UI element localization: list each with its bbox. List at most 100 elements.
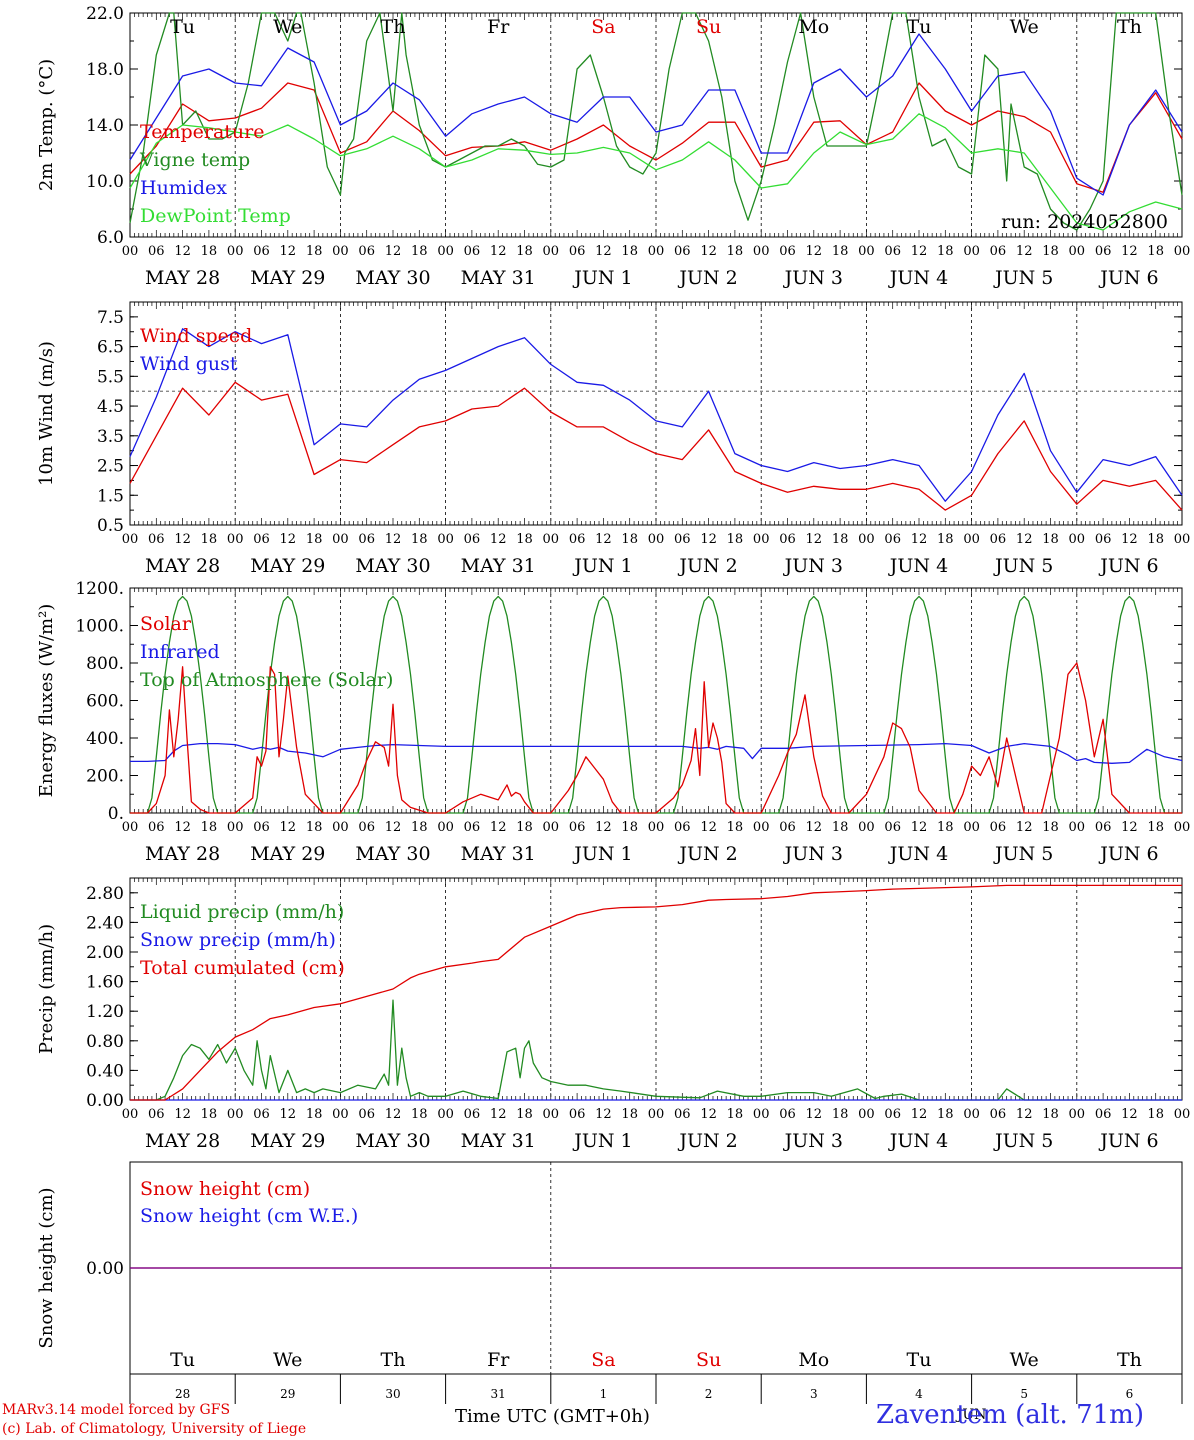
hour-label: 18 [832, 1107, 849, 1122]
hour-label: 12 [174, 244, 191, 259]
hour-label: 12 [1016, 532, 1033, 547]
x-axis-title: Time UTC (GMT+0h) [455, 1406, 650, 1427]
hour-label: 06 [779, 532, 796, 547]
day-number: 30 [385, 1387, 400, 1401]
hour-label: 00 [753, 1107, 770, 1122]
day-label: JUN 3 [783, 843, 843, 865]
hour-label: 00 [122, 820, 139, 835]
run-label: run: 2024052800 [1001, 211, 1168, 233]
hour-label: 12 [1016, 820, 1033, 835]
y-tick-label: 1200. [75, 579, 124, 599]
day-label: MAY 28 [145, 843, 220, 865]
series-line-solar [130, 662, 1182, 814]
hour-label: 06 [884, 1107, 901, 1122]
hour-label: 18 [201, 1107, 218, 1122]
day-number: 4 [915, 1387, 923, 1401]
panel-frame [129, 587, 1183, 814]
y-tick-label: 10.0 [86, 172, 124, 192]
hour-label: 18 [516, 532, 533, 547]
hour-label: 12 [595, 1107, 612, 1122]
hour-label: 00 [753, 820, 770, 835]
hour-label: 00 [963, 244, 980, 259]
day-label: JUN 5 [993, 555, 1053, 577]
y-tick-label: 2.00 [86, 943, 124, 963]
y-tick-label: 3.5 [97, 427, 124, 447]
hour-label: 12 [806, 244, 823, 259]
hour-label: 18 [727, 244, 744, 259]
hour-label: 06 [779, 244, 796, 259]
hour-label: 00 [648, 820, 665, 835]
hour-label: 06 [1095, 244, 1112, 259]
hour-label: 00 [648, 532, 665, 547]
y-tick-label: 2.80 [86, 884, 124, 904]
weekday-label: Th [1117, 16, 1142, 38]
hour-label: 06 [1095, 820, 1112, 835]
hour-label: 18 [621, 1107, 638, 1122]
y-tick-label: 22.0 [86, 4, 124, 24]
hour-label: 18 [832, 244, 849, 259]
panel-2 [129, 301, 1183, 526]
y-tick-label: 0.40 [86, 1061, 124, 1081]
footer-model-credit: MARv3.14 model forced by GFS [2, 1402, 231, 1418]
weekday-label: Mo [798, 1349, 829, 1371]
series-line-vigne-temp [129, 12, 1183, 231]
day-label: JUN 6 [1098, 555, 1158, 577]
hour-label: 12 [806, 820, 823, 835]
y-tick-label: 7.5 [97, 308, 124, 328]
footer-lab-credit: (c) Lab. of Climatology, University of L… [2, 1421, 307, 1437]
hour-label: 12 [911, 820, 928, 835]
hour-label: 18 [937, 244, 954, 259]
day-label: JUN 1 [572, 1130, 632, 1152]
y-tick-label: 200. [86, 767, 124, 787]
day-label: MAY 29 [250, 555, 325, 577]
y-tick-label: 0.00 [86, 1091, 124, 1111]
hour-label: 18 [1147, 244, 1164, 259]
hour-label: 12 [595, 820, 612, 835]
day-label: MAY 30 [355, 555, 430, 577]
hour-label: 18 [1042, 244, 1059, 259]
hour-label: 18 [1042, 1107, 1059, 1122]
series-line-wind-speed [129, 381, 1183, 511]
hour-label: 00 [1069, 532, 1086, 547]
legend-entry: Humidex [140, 177, 227, 199]
hour-label: 06 [464, 244, 481, 259]
hour-label: 00 [753, 532, 770, 547]
day-label: JUN 1 [572, 843, 632, 865]
hour-label: 12 [700, 244, 717, 259]
hour-label: 12 [700, 1107, 717, 1122]
hour-label: 06 [674, 1107, 691, 1122]
day-label: MAY 29 [250, 843, 325, 865]
y-axis-label: 10m Wind (m/s) [36, 341, 57, 486]
hour-label: 06 [464, 1107, 481, 1122]
panel-1 [129, 12, 1183, 238]
day-label: JUN 1 [572, 555, 632, 577]
hour-label: 12 [280, 1107, 297, 1122]
y-tick-label: 5.5 [97, 367, 124, 387]
hour-label: 06 [358, 1107, 375, 1122]
day-label: JUN 5 [993, 267, 1053, 289]
series-line-wind-gust [129, 328, 1183, 502]
y-tick-label: 600. [86, 692, 124, 712]
hour-label: 18 [621, 820, 638, 835]
day-label: MAY 29 [250, 1130, 325, 1152]
hour-label: 00 [437, 532, 454, 547]
day-number: 31 [491, 1387, 506, 1401]
hour-label: 12 [490, 820, 507, 835]
weekday-label: Mo [798, 16, 829, 38]
hour-label: 12 [174, 1107, 191, 1122]
hour-label: 12 [911, 1107, 928, 1122]
weekday-label: We [273, 1349, 302, 1371]
hour-label: 18 [832, 532, 849, 547]
hour-label: 00 [122, 1107, 139, 1122]
hour-label: 06 [148, 244, 165, 259]
legend-entry: DewPoint Temp [140, 205, 291, 227]
month-label: JUN [955, 1407, 987, 1423]
day-number: 28 [175, 1387, 190, 1401]
hour-label: 00 [1174, 820, 1191, 835]
hour-label: 18 [621, 244, 638, 259]
hour-label: 18 [937, 1107, 954, 1122]
day-label: JUN 3 [783, 555, 843, 577]
legend-entry: Total cumulated (cm) [140, 957, 345, 979]
hour-label: 12 [490, 532, 507, 547]
panel-4 [129, 877, 1183, 1101]
